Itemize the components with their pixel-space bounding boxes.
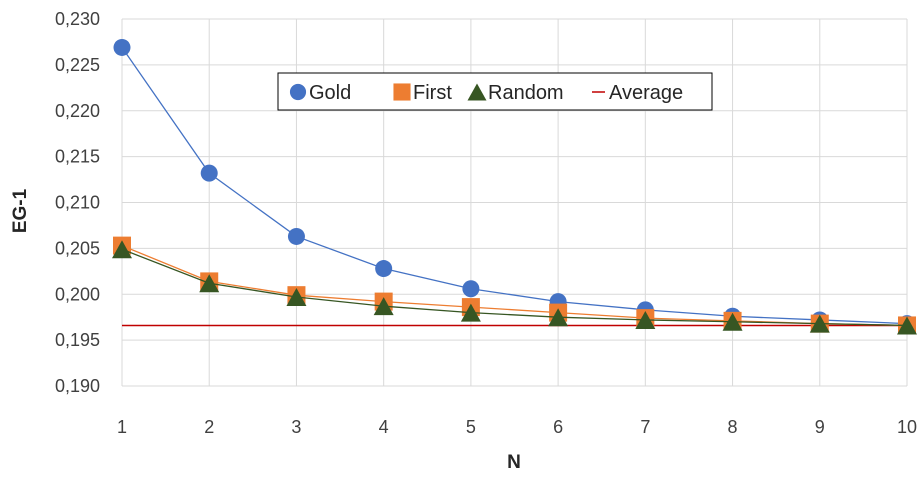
x-tick-label: 3 <box>291 417 301 437</box>
y-tick-label: 0,205 <box>55 238 100 258</box>
legend-label: Average <box>609 82 683 104</box>
legend-items: Gold First Random Average <box>289 82 683 104</box>
x-axis-ticks: 1 2 3 4 5 6 7 8 9 10 <box>117 417 917 437</box>
y-axis-ticks: 0,190 0,195 0,200 0,205 0,210 0,215 0,220 0,225… <box>55 9 100 396</box>
y-tick-label: 0,220 <box>55 101 100 121</box>
legend-item-gold: Gold <box>289 82 351 104</box>
data-point-random <box>809 314 830 333</box>
x-tick-label: 9 <box>815 417 825 437</box>
legend-label: Random <box>488 82 564 104</box>
legend-item-average: Average <box>592 82 683 104</box>
y-axis-title: EG-1 <box>10 188 31 233</box>
data-point-random <box>373 297 394 316</box>
legend-swatch <box>467 83 487 101</box>
x-tick-label: 7 <box>640 417 650 437</box>
series-random <box>112 240 917 335</box>
legend-item-random: Random <box>467 82 564 104</box>
data-point-random <box>722 312 743 331</box>
series-line-gold <box>121 47 908 325</box>
x-tick-label: 2 <box>204 417 214 437</box>
x-tick-label: 10 <box>897 417 917 437</box>
series-group <box>112 38 917 335</box>
legend-swatch <box>393 83 411 101</box>
data-point-random <box>897 316 917 335</box>
y-tick-label: 0,225 <box>55 55 100 75</box>
y-tick-label: 0,215 <box>55 147 100 167</box>
legend-swatch <box>289 83 307 101</box>
data-point-random <box>286 288 307 307</box>
x-tick-label: 8 <box>728 417 738 437</box>
data-point-gold <box>287 227 305 245</box>
x-axis-title: N <box>507 452 521 473</box>
data-point-gold <box>200 164 218 182</box>
data-point-random <box>199 274 220 293</box>
legend: Gold First Random Average <box>277 72 713 111</box>
y-tick-label: 0,200 <box>55 284 100 304</box>
data-point-random <box>460 303 481 322</box>
series-line-random <box>121 248 908 327</box>
legend-label: Gold <box>309 82 351 104</box>
legend-item-first: First <box>393 82 452 104</box>
data-point-gold <box>375 260 393 278</box>
data-point-random <box>548 308 569 327</box>
y-tick-label: 0,230 <box>55 9 100 29</box>
series-first <box>113 236 916 335</box>
data-point-gold <box>462 280 480 298</box>
x-tick-label: 1 <box>117 417 127 437</box>
y-tick-label: 0,195 <box>55 330 100 350</box>
data-point-gold <box>113 38 131 56</box>
data-point-random <box>112 240 132 259</box>
data-point-random <box>635 310 656 329</box>
legend-label: First <box>413 82 452 104</box>
x-tick-label: 4 <box>379 417 389 437</box>
series-line-first <box>121 245 908 327</box>
y-tick-label: 0,190 <box>55 376 100 396</box>
x-tick-label: 6 <box>553 417 563 437</box>
legend-box <box>277 72 713 111</box>
y-tick-label: 0,210 <box>55 193 100 213</box>
x-tick-label: 5 <box>466 417 476 437</box>
